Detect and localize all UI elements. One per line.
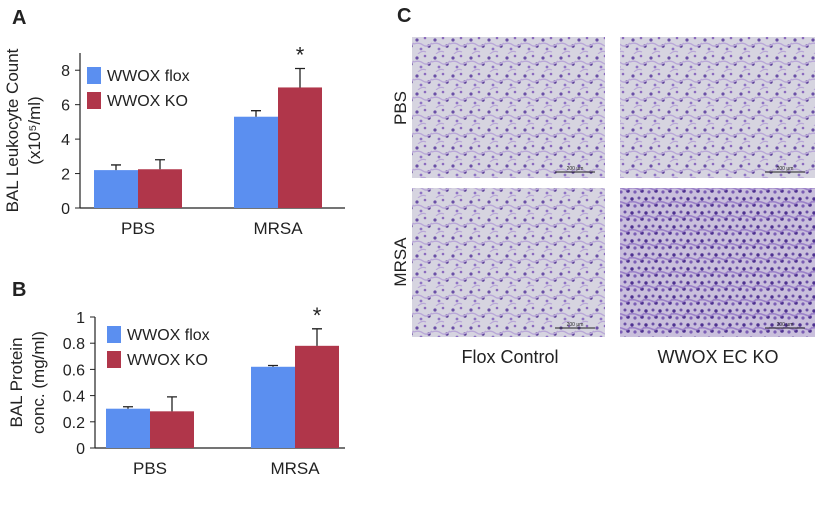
panel-label: B [12,279,26,301]
significance-mark: * [296,43,305,68]
row-label: MRSA [391,237,410,287]
legend-label: WWOX KO [127,352,208,369]
y-axis-label: BAL Protein [7,337,26,427]
error-bar [123,406,133,409]
error-bar [312,328,322,346]
y-tick-label: 6 [61,98,70,115]
bar [295,345,339,448]
y-tick-label: 0.6 [63,362,85,379]
panel-label: C [397,5,411,27]
y-tick-label: 0.8 [63,336,85,353]
column-label: WWOX EC KO [658,347,779,367]
scale-bars: 200 μm 200 μm 200 μm 200 μm [555,166,805,329]
histology-image [620,188,815,337]
histology-image [620,37,815,178]
legend-swatch [87,67,101,84]
y-tick-label: 0 [76,441,85,458]
bar [234,116,278,208]
y-tick-label: 0 [61,201,70,218]
y-axis-label: BAL Leukocyte Count [3,48,22,212]
column-label: Flox Control [461,347,558,367]
scale-bar-label: 200 μm [777,166,794,172]
bar [94,170,138,208]
row-label: PBS [391,91,410,125]
error-bar [251,110,261,117]
legend-label: WWOX KO [107,93,188,110]
y-tick-label: 2 [61,167,70,184]
legend-swatch [107,351,121,368]
legend-swatch [107,326,121,343]
bar [251,366,295,448]
y-axis-label: conc. (mg/ml) [29,331,48,434]
y-tick-label: 0.2 [63,415,85,432]
panel-label: A [12,7,26,29]
y-tick-label: 4 [61,132,70,149]
error-bar [268,364,278,367]
histology-image [412,37,605,178]
bar [150,411,194,448]
bar [106,408,150,448]
significance-mark: * [313,303,322,328]
y-tick-label: 0.4 [63,389,85,406]
scale-bar-label: 200 μm [567,166,584,172]
error-bar [155,159,165,170]
scale-bar-label: 200 μm [777,322,794,328]
histology-image [412,188,605,337]
x-tick-label: PBS [133,459,167,478]
legend-swatch [87,92,101,109]
bar [278,87,322,208]
y-tick-label: 8 [61,63,70,80]
legend-label: WWOX flox [127,327,210,344]
x-tick-label: MRSA [253,219,303,238]
y-tick-label: 1 [76,310,85,327]
x-tick-label: PBS [121,219,155,238]
bar [138,169,182,208]
error-bar [295,67,305,88]
error-bar [111,164,121,171]
error-bar [167,396,177,412]
y-axis-label: (x10⁵/ml) [25,96,44,164]
legend-label: WWOX flox [107,68,190,85]
x-tick-label: MRSA [270,459,320,478]
scale-bar-label: 200 μm [567,322,584,328]
